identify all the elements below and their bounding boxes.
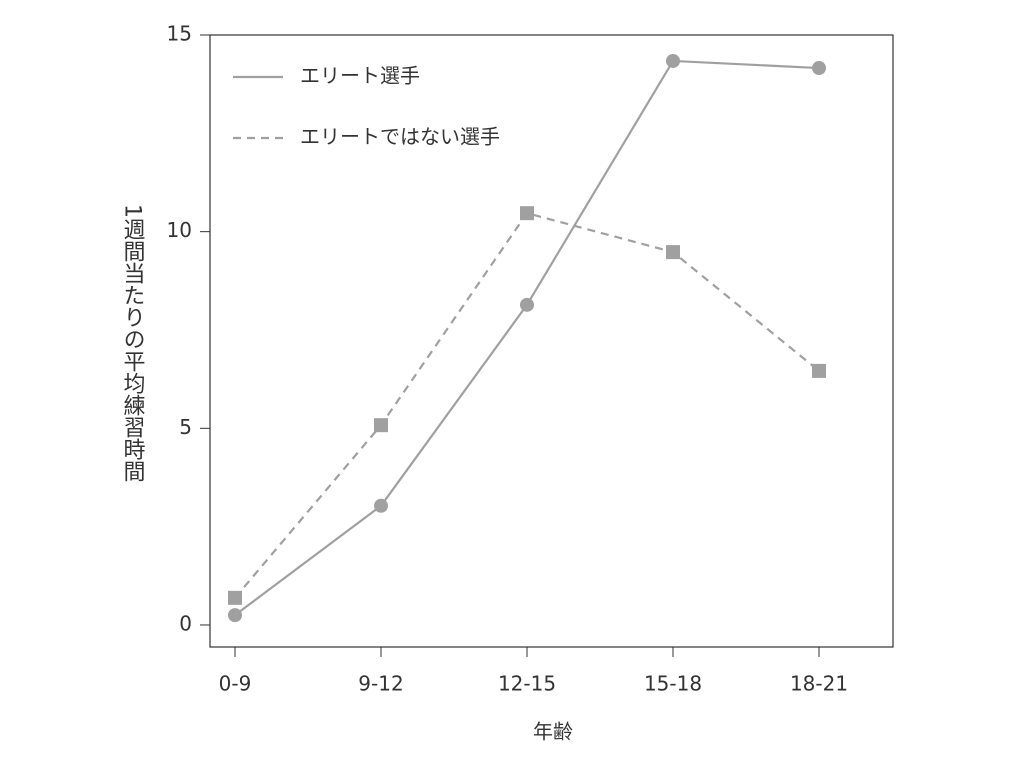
marker [374, 418, 388, 433]
y-axis-label: 1週間当たりの平均練習時間 [120, 204, 146, 482]
marker [520, 297, 534, 312]
x-tick-label: 0-9 [219, 672, 252, 696]
plot-frame [209, 34, 894, 648]
legend-label: エリートではない選手 [300, 125, 500, 149]
x-tick-label: 9-12 [358, 672, 403, 696]
legend-label: エリート選手 [300, 64, 420, 88]
marker [666, 245, 680, 260]
y-tick-label: 10 [167, 218, 192, 242]
y-tick-label: 5 [179, 415, 192, 439]
x-axis-label: 年齢 [533, 720, 573, 744]
marker [520, 206, 534, 221]
marker [812, 363, 826, 378]
marker [374, 498, 388, 513]
marker [228, 608, 242, 623]
x-tick-label: 18-21 [790, 672, 848, 696]
y-tick-label: 15 [167, 22, 192, 46]
x-tick-label: 12-15 [498, 672, 556, 696]
y-tick-label: 0 [179, 611, 192, 635]
x-tick-label: 15-18 [644, 672, 702, 696]
series-line [234, 211, 820, 599]
marker [228, 590, 242, 605]
marker [812, 61, 826, 76]
marker [666, 53, 680, 68]
